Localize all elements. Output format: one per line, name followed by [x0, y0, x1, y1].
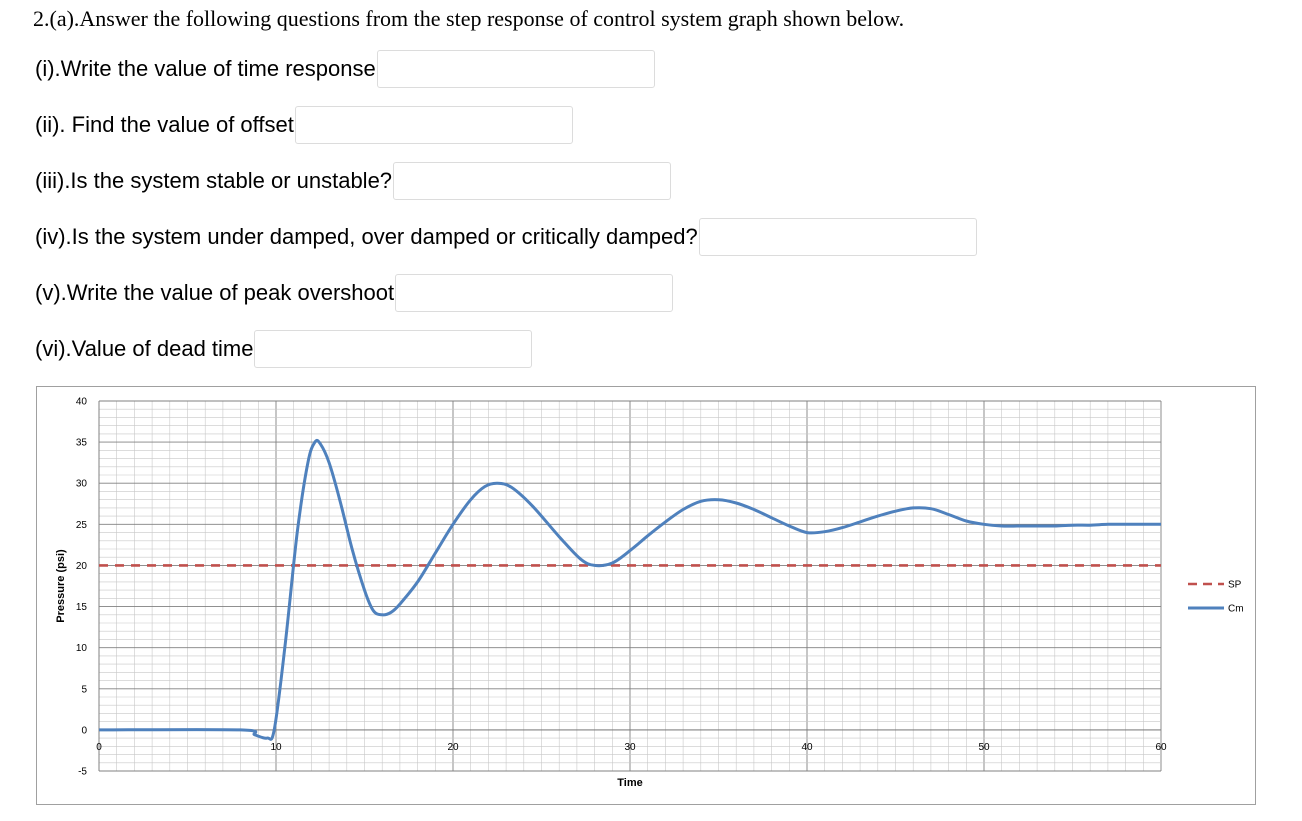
question-row-i: (i).Write the value of time response — [35, 49, 655, 89]
answer-box-ii[interactable] — [294, 106, 573, 144]
x-tick-label: 20 — [447, 742, 459, 753]
answer-box-iii[interactable] — [393, 162, 672, 200]
legend-label-cm: Cm — [1228, 604, 1244, 615]
question-row-iv: (iv).Is the system under damped, over da… — [35, 217, 977, 257]
question-label-i: (i).Write the value of time response — [35, 56, 376, 81]
question-label-v: (v).Write the value of peak overshoot — [35, 280, 395, 305]
y-tick-label: 35 — [76, 438, 88, 449]
question-row-v: (v).Write the value of peak overshoot — [35, 273, 674, 313]
x-axis-title: Time — [617, 777, 642, 789]
answer-box-vi[interactable] — [254, 330, 533, 368]
x-tick-label: 30 — [624, 742, 636, 753]
answer-box-v[interactable] — [395, 274, 674, 312]
y-tick-label: 0 — [81, 725, 87, 736]
y-tick-label: 10 — [76, 643, 88, 654]
chart-frame: 40 35 30 25 20 15 10 5 0 -5 0 10 20 30 40 50 60 Time Press… — [36, 386, 1256, 805]
y-axis-title: Pressure (psi) — [55, 549, 67, 623]
question-row-iii: (iii).Is the system stable or unstable? — [35, 161, 672, 201]
x-tick-label: 60 — [1155, 742, 1167, 753]
x-tick-label: 10 — [270, 742, 282, 753]
question-label-iii: (iii).Is the system stable or unstable? — [35, 168, 393, 193]
y-tick-label: -5 — [78, 767, 87, 778]
y-tick-label: 30 — [76, 479, 88, 490]
question-label-ii: (ii). Find the value of offset — [35, 112, 294, 137]
y-tick-label: 15 — [76, 602, 88, 613]
question-row-ii: (ii). Find the value of offset — [35, 105, 573, 145]
y-tick-label: 20 — [76, 561, 88, 572]
question-heading: 2.(a).Answer the following questions fro… — [33, 6, 905, 31]
answer-box-i[interactable] — [376, 50, 655, 88]
question-row-vi: (vi).Value of dead time — [35, 329, 533, 369]
answer-box-iv[interactable] — [698, 218, 977, 256]
x-tick-label: 40 — [801, 742, 813, 753]
y-tick-label: 25 — [76, 520, 88, 531]
question-label-vi: (vi).Value of dead time — [35, 336, 254, 361]
x-tick-label: 50 — [978, 742, 990, 753]
series-line-cm — [98, 438, 1161, 741]
question-label-iv: (iv).Is the system under damped, over da… — [35, 224, 698, 249]
y-tick-label: 40 — [76, 397, 88, 408]
x-tick-label: 0 — [96, 742, 102, 753]
legend-label-sp: SP — [1228, 580, 1242, 591]
y-tick-label: 5 — [81, 684, 87, 695]
